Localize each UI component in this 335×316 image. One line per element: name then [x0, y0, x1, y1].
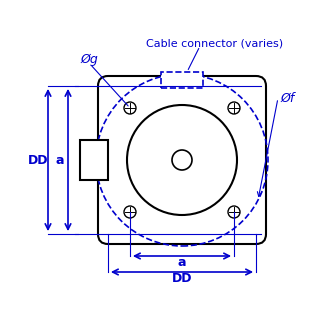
Text: Øf: Øf — [280, 92, 294, 105]
Text: Cable connector (varies): Cable connector (varies) — [146, 38, 283, 48]
FancyBboxPatch shape — [98, 76, 266, 244]
Bar — [80, 140, 108, 180]
Text: a: a — [178, 257, 186, 270]
Text: DD: DD — [172, 272, 192, 285]
Text: Øg: Øg — [80, 53, 98, 66]
Text: DD: DD — [28, 154, 48, 167]
Bar — [161, 72, 203, 88]
Text: a: a — [56, 154, 64, 167]
